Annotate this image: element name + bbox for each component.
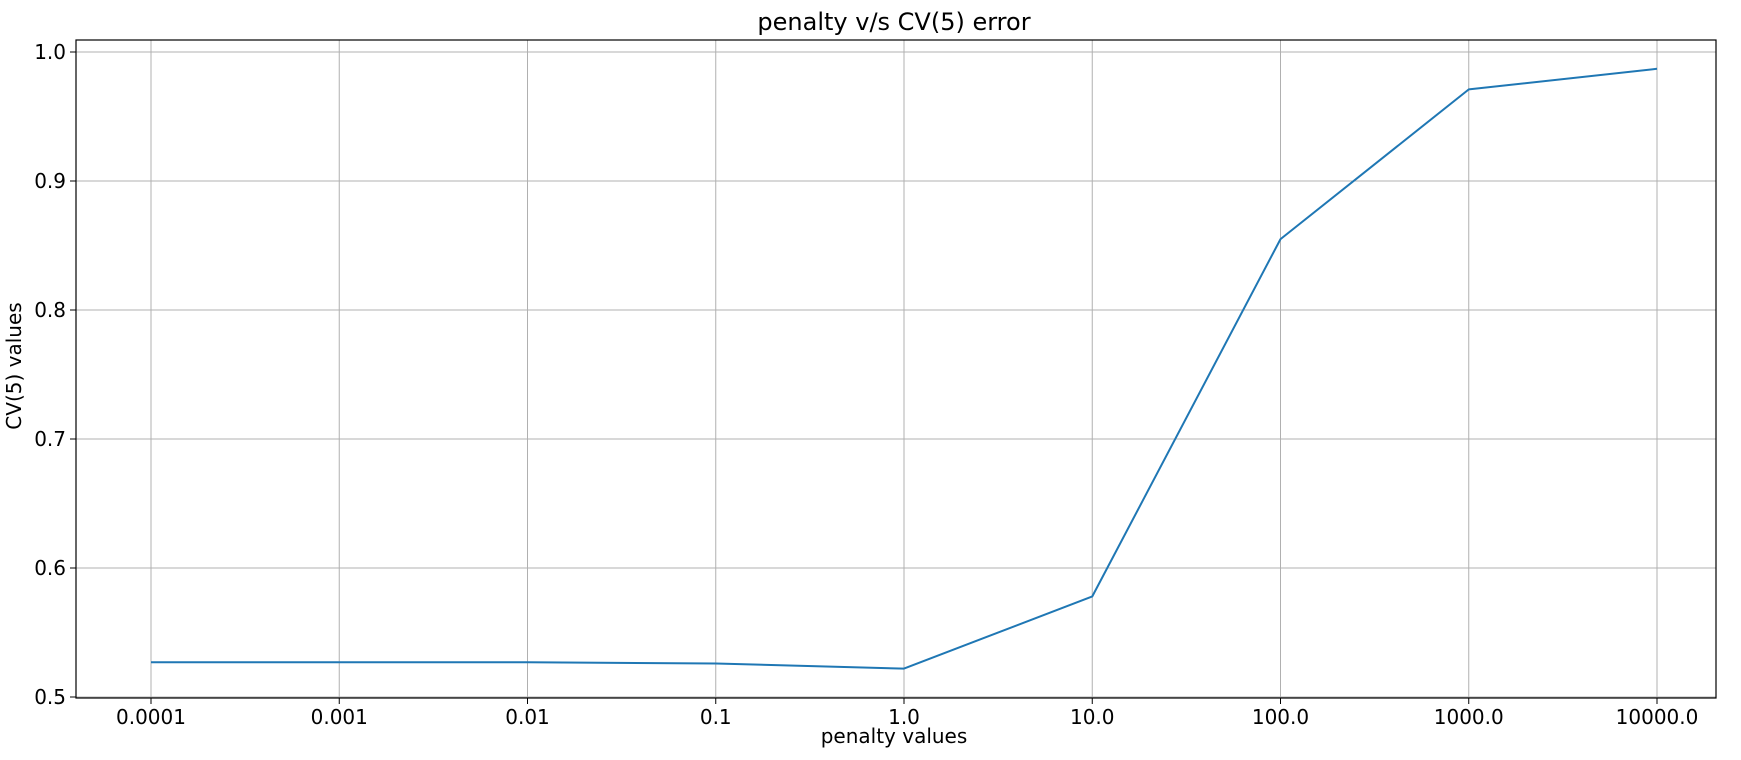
chart-title: penalty v/s CV(5) error	[757, 8, 1030, 36]
x-tick-label: 1000.0	[1434, 705, 1504, 729]
x-tick-label: 0.0001	[116, 705, 186, 729]
y-tick-label: 1.0	[34, 40, 66, 64]
y-tick-label: 0.5	[34, 685, 66, 709]
y-tick-label: 0.6	[34, 556, 66, 580]
x-tick-label: 10.0	[1070, 705, 1115, 729]
x-tick-label: 10000.0	[1616, 705, 1699, 729]
y-tick-label: 0.8	[34, 298, 66, 322]
x-tick-label: 0.1	[700, 705, 732, 729]
x-tick-label: 0.001	[311, 705, 368, 729]
y-tick-label: 0.9	[34, 169, 66, 193]
x-tick-label: 100.0	[1252, 705, 1309, 729]
grid-lines	[76, 40, 1716, 698]
y-axis-ticks: 0.5 0.6 0.7 0.8 0.9 1.0	[34, 40, 76, 709]
plot-frame	[76, 40, 1716, 698]
x-axis-label: penalty values	[821, 724, 968, 748]
y-tick-label: 0.7	[34, 427, 66, 451]
x-tick-label: 0.01	[505, 705, 550, 729]
y-axis-label: CV(5) values	[2, 302, 26, 429]
